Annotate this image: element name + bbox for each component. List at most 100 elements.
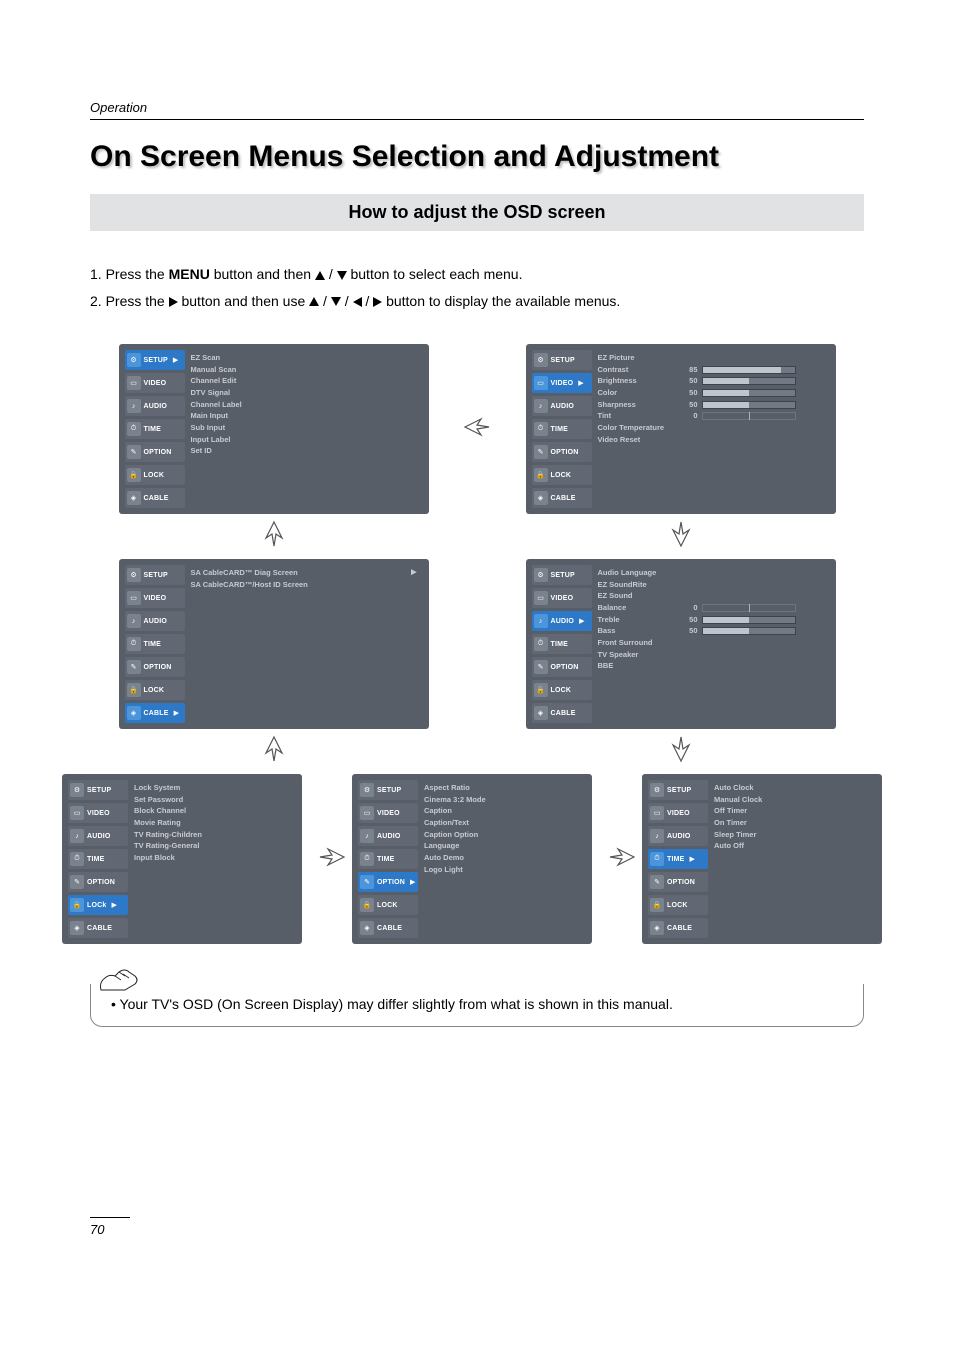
sidebar-item-audio[interactable]: ♪AUDIO <box>648 826 708 846</box>
menu-item[interactable]: Set ID <box>191 445 417 457</box>
sidebar-item-cable[interactable]: ◈CABLE <box>532 703 592 723</box>
sidebar-item-setup[interactable]: ⚙SETUP <box>532 350 592 370</box>
sidebar-item-audio[interactable]: ♪AUDIO <box>358 826 418 846</box>
sidebar-item-setup[interactable]: ⚙SETUP <box>648 780 708 800</box>
sidebar-item-video[interactable]: ▭VIDEO <box>648 803 708 823</box>
slider-track[interactable] <box>702 412 796 420</box>
sidebar-item-setup[interactable]: ⚙SETUP <box>358 780 418 800</box>
menu-item[interactable]: SA CableCARD™/Host ID Screen <box>191 579 417 591</box>
menu-item[interactable]: Movie Rating <box>134 817 290 829</box>
sidebar-item-time[interactable]: ⏱TIME <box>125 634 185 654</box>
menu-item[interactable]: TV Speaker <box>598 649 824 661</box>
sidebar-item-cable[interactable]: ◈CABLE <box>68 918 128 938</box>
sidebar-item-video[interactable]: ▭VIDEO <box>358 803 418 823</box>
sidebar-item-video[interactable]: ▭VIDEO▶ <box>532 373 592 393</box>
menu-item[interactable]: Front Surround <box>598 637 824 649</box>
sidebar-item-time[interactable]: ⏱TIME <box>68 849 128 869</box>
sidebar-item-lock[interactable]: 🔒LOCK <box>532 680 592 700</box>
menu-item[interactable]: Color Temperature <box>598 422 824 434</box>
sidebar-item-setup[interactable]: ⚙SETUP <box>532 565 592 585</box>
slider-track[interactable] <box>702 377 796 385</box>
menu-item[interactable]: TV Rating-General <box>134 840 290 852</box>
menu-item[interactable]: Video Reset <box>598 434 824 446</box>
menu-item[interactable]: EZ SoundRite <box>598 579 824 591</box>
menu-item[interactable]: Sub Input <box>191 422 417 434</box>
menu-item[interactable]: Block Channel <box>134 805 290 817</box>
sidebar-item-option[interactable]: ✎OPTION <box>125 657 185 677</box>
menu-item[interactable]: BBE <box>598 660 824 672</box>
menu-item[interactable]: Manual Scan <box>191 364 417 376</box>
sidebar-item-video[interactable]: ▭VIDEO <box>68 803 128 823</box>
lock-icon: 🔒 <box>650 898 664 912</box>
sidebar-item-lock[interactable]: 🔒LOCk▶ <box>68 895 128 915</box>
sidebar-item-lock[interactable]: 🔒LOCK <box>125 465 185 485</box>
menu-item[interactable]: SA CableCARD™ Diag Screen▶ <box>191 567 417 579</box>
menu-item[interactable]: Lock System <box>134 782 290 794</box>
panel-sidebar: ⚙SETUP ▭VIDEO ♪AUDIO ⏱TIME ✎OPTION 🔒LOCk▶ ◈CAB… <box>68 780 128 938</box>
menu-item[interactable]: Language <box>424 840 580 852</box>
slider-track[interactable] <box>702 604 796 612</box>
slider-track[interactable] <box>702 401 796 409</box>
menu-item[interactable]: Channel Edit <box>191 375 417 387</box>
menu-item[interactable]: Auto Demo <box>424 852 580 864</box>
sidebar-item-cable[interactable]: ◈CABLE <box>125 488 185 508</box>
sidebar-item-lock[interactable]: 🔒LOCK <box>648 895 708 915</box>
sidebar-item-audio[interactable]: ♪AUDIO <box>125 611 185 631</box>
menu-item[interactable]: EZ Scan <box>191 352 417 364</box>
slider-track[interactable] <box>702 627 796 635</box>
sidebar-item-audio[interactable]: ♪AUDIO▶ <box>532 611 592 631</box>
sidebar-item-time[interactable]: ⏱TIME <box>532 634 592 654</box>
menu-item[interactable]: Auto Off <box>714 840 870 852</box>
menu-item[interactable]: DTV Signal <box>191 387 417 399</box>
sidebar-item-lock[interactable]: 🔒LOCK <box>358 895 418 915</box>
menu-item[interactable]: Manual Clock <box>714 794 870 806</box>
menu-item[interactable]: Off Timer <box>714 805 870 817</box>
menu-item[interactable]: Cinema 3:2 Mode <box>424 794 580 806</box>
menu-item[interactable]: Auto Clock <box>714 782 870 794</box>
sidebar-item-setup[interactable]: ⚙SETUP <box>68 780 128 800</box>
sidebar-item-video[interactable]: ▭VIDEO <box>125 588 185 608</box>
sidebar-item-audio[interactable]: ♪AUDIO <box>68 826 128 846</box>
sidebar-item-lock[interactable]: 🔒LOCK <box>532 465 592 485</box>
sidebar-item-video[interactable]: ▭VIDEO <box>532 588 592 608</box>
menu-item[interactable]: Logo Light <box>424 864 580 876</box>
menu-item[interactable]: Caption <box>424 805 580 817</box>
menu-item[interactable]: Aspect Ratio <box>424 782 580 794</box>
menu-item[interactable]: On Timer <box>714 817 870 829</box>
sidebar-item-option[interactable]: ✎OPTION <box>532 657 592 677</box>
sidebar-item-option[interactable]: ✎OPTION <box>68 872 128 892</box>
sidebar-item-cable[interactable]: ◈CABLE <box>358 918 418 938</box>
sidebar-item-cable[interactable]: ◈CABLE <box>648 918 708 938</box>
panel-content: Audio LanguageEZ SoundRiteEZ SoundBalanc… <box>592 565 830 723</box>
menu-item[interactable]: Input Block <box>134 852 290 864</box>
sidebar-item-video[interactable]: ▭VIDEO <box>125 373 185 393</box>
sidebar-item-cable[interactable]: ◈CABLE▶ <box>125 703 185 723</box>
sidebar-item-option[interactable]: ✎OPTION <box>648 872 708 892</box>
menu-item[interactable]: Input Label <box>191 434 417 446</box>
sidebar-item-audio[interactable]: ♪AUDIO <box>532 396 592 416</box>
slider-track[interactable] <box>702 389 796 397</box>
sidebar-item-setup[interactable]: ⚙SETUP▶ <box>125 350 185 370</box>
slider-track[interactable] <box>702 366 796 374</box>
sidebar-item-time[interactable]: ⏱TIME▶ <box>648 849 708 869</box>
menu-item[interactable]: Channel Label <box>191 399 417 411</box>
menu-item[interactable]: TV Rating-Children <box>134 829 290 841</box>
menu-item[interactable]: Audio Language <box>598 567 824 579</box>
sidebar-item-audio[interactable]: ♪AUDIO <box>125 396 185 416</box>
menu-item[interactable]: Caption Option <box>424 829 580 841</box>
menu-item[interactable]: Sleep Timer <box>714 829 870 841</box>
sidebar-item-lock[interactable]: 🔒LOCK <box>125 680 185 700</box>
sidebar-item-time[interactable]: ⏱TIME <box>125 419 185 439</box>
sidebar-item-option[interactable]: ✎OPTION▶ <box>358 872 418 892</box>
sidebar-item-time[interactable]: ⏱TIME <box>532 419 592 439</box>
sidebar-item-cable[interactable]: ◈CABLE <box>532 488 592 508</box>
slider-track[interactable] <box>702 616 796 624</box>
sidebar-item-option[interactable]: ✎OPTION <box>532 442 592 462</box>
sidebar-item-time[interactable]: ⏱TIME <box>358 849 418 869</box>
sidebar-item-option[interactable]: ✎OPTION <box>125 442 185 462</box>
menu-item[interactable]: Main Input <box>191 410 417 422</box>
menu-item[interactable]: Set Password <box>134 794 290 806</box>
menu-item[interactable]: EZ Sound <box>598 590 824 602</box>
menu-item[interactable]: Caption/Text <box>424 817 580 829</box>
sidebar-item-setup[interactable]: ⚙SETUP <box>125 565 185 585</box>
